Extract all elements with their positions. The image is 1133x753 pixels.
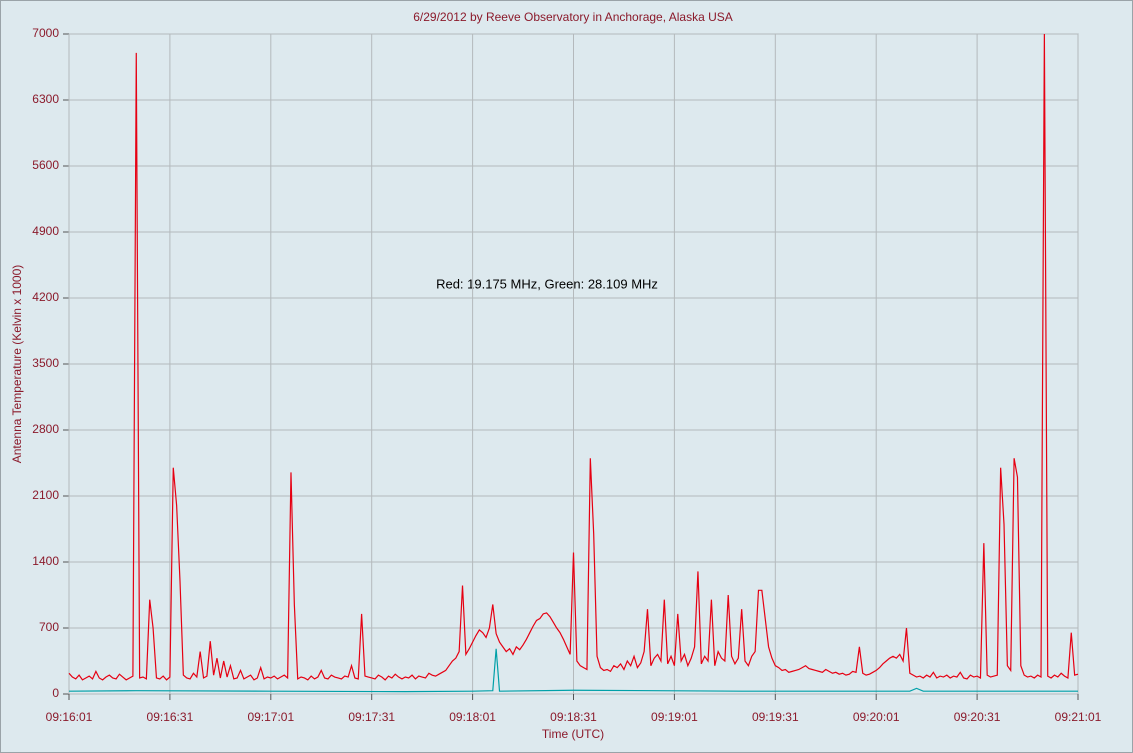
y-tick-label: 2100 [32, 488, 59, 502]
x-tick-label: 09:19:01 [651, 710, 698, 724]
y-tick-label: 700 [39, 620, 59, 634]
x-axis-label: Time (UTC) [542, 727, 604, 741]
chart-title: 6/29/2012 by Reeve Observatory in Anchor… [413, 10, 733, 24]
x-tick-label: 09:20:31 [954, 710, 1001, 724]
annotation: Red: 19.175 MHz, Green: 28.109 MHz [436, 276, 658, 291]
y-tick-label: 0 [52, 686, 59, 700]
x-tick-label: 09:17:31 [348, 710, 395, 724]
y-tick-label: 6300 [32, 92, 59, 106]
y-tick-label: 2800 [32, 422, 59, 436]
x-tick-label: 09:16:01 [46, 710, 93, 724]
series-line [68, 33, 1079, 681]
y-axis-label: Antenna Temperature (Kelvin x 1000) [10, 265, 24, 464]
x-tick-label: 09:21:01 [1055, 710, 1102, 724]
x-tick-label: 09:16:31 [147, 710, 194, 724]
x-tick-label: 09:20:01 [853, 710, 900, 724]
x-tick-label: 09:19:31 [752, 710, 799, 724]
y-tick-label: 4900 [32, 224, 59, 238]
y-tick-label: 4200 [32, 290, 59, 304]
series-line [68, 648, 1078, 693]
y-tick-label: 5600 [32, 158, 59, 172]
x-tick-label: 09:18:01 [449, 710, 496, 724]
y-tick-label: 1400 [32, 554, 59, 568]
x-tick-label: 09:17:01 [247, 710, 294, 724]
y-tick-label: 7000 [32, 26, 59, 40]
y-tick-label: 3500 [32, 356, 59, 370]
x-tick-label: 09:18:31 [550, 710, 597, 724]
